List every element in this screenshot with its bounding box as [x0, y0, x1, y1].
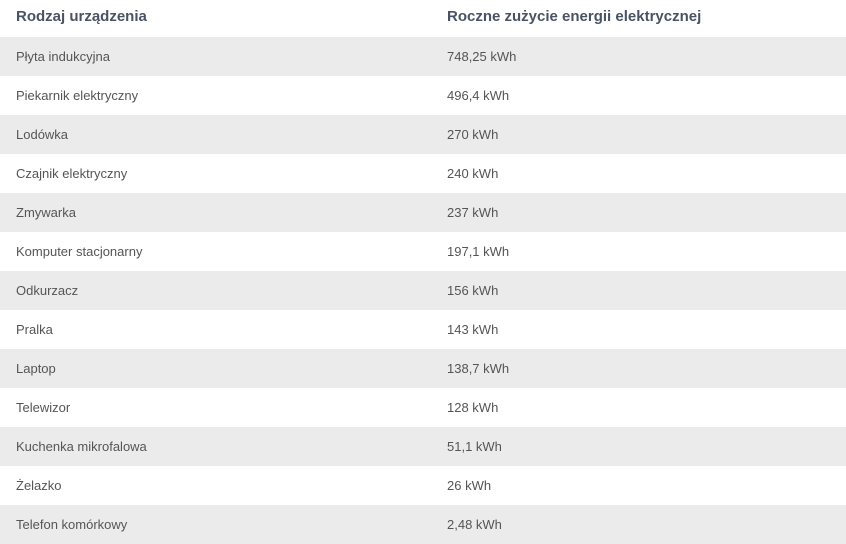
device-name-cell: Laptop	[0, 349, 447, 388]
header-annual-consumption: Roczne zużycie energii elektrycznej	[447, 8, 702, 25]
device-name-cell: Pralka	[16, 322, 53, 337]
device-name-cell: Telefon komórkowy	[0, 505, 447, 544]
consumption-cell: 496,4 kWh	[447, 88, 510, 103]
device-name-cell: Kuchenka mikrofalowa	[0, 427, 447, 466]
consumption-cell: 2,48 kWh	[447, 505, 846, 544]
table-row: Lodówka 270 kWh	[0, 115, 846, 154]
consumption-cell: 270 kWh	[447, 115, 846, 154]
table-row: Telewizor 128 kWh	[0, 388, 846, 427]
table-row: Czajnik elektryczny 240 kWh	[0, 154, 846, 193]
device-name-cell: Odkurzacz	[0, 271, 447, 310]
table-row: Żelazko 26 kWh	[0, 466, 846, 505]
consumption-cell: 748,25 kWh	[447, 37, 846, 76]
table-header-row: Rodzaj urządzenia Roczne zużycie energii…	[0, 0, 846, 37]
table-row: Płyta indukcyjna 748,25 kWh	[0, 37, 846, 76]
header-device-type: Rodzaj urządzenia	[16, 8, 147, 25]
table-row: Piekarnik elektryczny 496,4 kWh	[0, 76, 846, 115]
device-name-cell: Komputer stacjonarny	[16, 244, 143, 259]
consumption-cell: 240 kWh	[447, 166, 499, 181]
table-row: Pralka 143 kWh	[0, 310, 846, 349]
consumption-cell: 26 kWh	[447, 478, 492, 493]
table-row: Telefon komórkowy 2,48 kWh	[0, 505, 846, 544]
table-row: Laptop 138,7 kWh	[0, 349, 846, 388]
table-row: Odkurzacz 156 kWh	[0, 271, 846, 310]
device-name-cell: Lodówka	[0, 115, 447, 154]
device-name-cell: Zmywarka	[0, 193, 447, 232]
consumption-cell: 138,7 kWh	[447, 349, 846, 388]
device-name-cell: Czajnik elektryczny	[16, 166, 128, 181]
device-name-cell: Telewizor	[16, 400, 71, 415]
table-row: Komputer stacjonarny 197,1 kWh	[0, 232, 846, 271]
consumption-cell: 237 kWh	[447, 193, 846, 232]
consumption-cell: 143 kWh	[447, 322, 499, 337]
table-row: Zmywarka 237 kWh	[0, 193, 846, 232]
device-name-cell: Piekarnik elektryczny	[16, 88, 139, 103]
consumption-cell: 128 kWh	[447, 400, 499, 415]
consumption-cell: 156 kWh	[447, 271, 846, 310]
consumption-cell: 197,1 kWh	[447, 244, 510, 259]
device-name-cell: Żelazko	[16, 478, 62, 493]
consumption-cell: 51,1 kWh	[447, 427, 846, 466]
table-row: Kuchenka mikrofalowa 51,1 kWh	[0, 427, 846, 466]
device-name-cell: Płyta indukcyjna	[0, 37, 447, 76]
